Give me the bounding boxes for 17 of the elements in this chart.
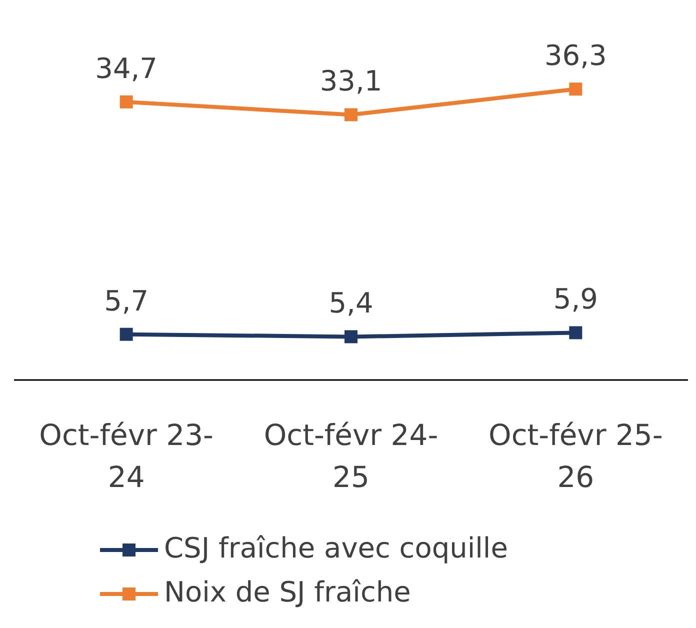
point xyxy=(569,326,582,340)
data-label: 5,7 xyxy=(104,284,149,318)
legend-label: CSJ fraîche avec coquille xyxy=(164,532,508,565)
point xyxy=(344,330,358,344)
point xyxy=(120,328,133,341)
data-label: 36,3 xyxy=(544,39,607,72)
point xyxy=(344,108,358,122)
point xyxy=(120,95,133,108)
legend-label: Noix de SJ fraîche xyxy=(164,576,411,609)
point xyxy=(569,82,582,96)
x-tick-label: Oct-févr 24-25 xyxy=(264,418,438,494)
data-label: 5,4 xyxy=(328,286,374,320)
data-label: 5,9 xyxy=(553,282,598,316)
x-tick-label: Oct-févr 23-24 xyxy=(39,418,214,494)
data-label: 34,7 xyxy=(95,52,158,85)
x-tick-label: Oct-févr 25-26 xyxy=(488,418,663,494)
data-label: 33,1 xyxy=(320,64,382,98)
